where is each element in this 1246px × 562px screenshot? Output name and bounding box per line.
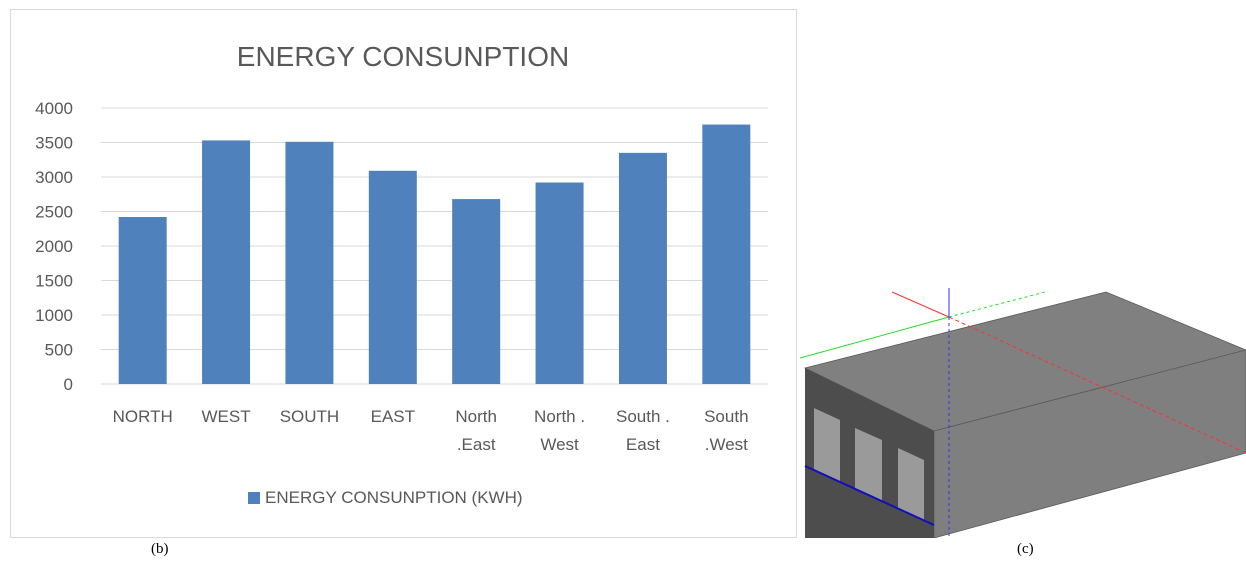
chart-title: ENERGY CONSUNPTION	[237, 41, 569, 72]
y-tick-label: 3000	[35, 168, 73, 187]
bar	[535, 182, 584, 384]
bars	[118, 124, 751, 384]
bar	[118, 217, 167, 384]
y-tick-label: 3500	[35, 134, 73, 153]
bar	[285, 141, 334, 384]
grid-lines	[101, 107, 768, 385]
x-tick-label: SOUTH	[280, 407, 340, 426]
chart-panel: ENERGY CONSUNPTION 0 500 1000 1500 2000 2500 3…	[10, 9, 797, 538]
window-2	[855, 428, 882, 501]
y-axis-green-dashed	[948, 291, 1046, 318]
y-tick-label: 2000	[35, 237, 73, 256]
bar	[702, 124, 751, 384]
y-tick-label: 1500	[35, 272, 73, 291]
x-tick-label: WEST	[202, 407, 251, 426]
y-axis-green-line	[800, 316, 950, 359]
x-tick-label: South .	[616, 407, 670, 426]
caption-b: (b)	[151, 541, 169, 557]
energy-bar-chart: ENERGY CONSUNPTION 0 500 1000 1500 2000 2500 3…	[35, 41, 768, 507]
bar	[452, 199, 501, 384]
legend-swatch	[248, 492, 260, 504]
legend: ENERGY CONSUNPTION (KWH)	[248, 488, 523, 507]
y-tick-label: 500	[45, 341, 73, 360]
building-3d-model	[800, 288, 1246, 538]
y-tick-label: 2500	[35, 203, 73, 222]
x-tick-label: North	[455, 407, 497, 426]
window-3	[898, 448, 924, 521]
legend-label: ENERGY CONSUNPTION (KWH)	[265, 488, 523, 507]
y-tick-label: 4000	[35, 99, 73, 118]
window-1	[814, 408, 840, 481]
x-axis-red-dashed	[948, 316, 1246, 454]
y-axis-tick-labels: 0 500 1000 1500 2000 2500 3000 3500 4000	[35, 99, 73, 394]
x-tick-label: North .	[534, 407, 585, 426]
y-tick-label: 0	[64, 375, 73, 394]
x-axis-tick-labels: NORTH WEST SOUTH EAST North .East North . West S…	[113, 407, 749, 454]
bar	[618, 152, 667, 384]
caption-c: (c)	[1017, 541, 1034, 557]
bar	[202, 140, 251, 384]
x-tick-label: South	[704, 407, 748, 426]
x-tick-label: East	[626, 435, 660, 454]
x-tick-label: .East	[457, 435, 496, 454]
ground-blue-line	[804, 465, 935, 526]
y-tick-label: 1000	[35, 306, 73, 325]
x-tick-label: EAST	[371, 407, 415, 426]
x-axis-red-line	[891, 291, 950, 318]
bar	[368, 170, 417, 384]
x-tick-label: NORTH	[113, 407, 173, 426]
x-tick-label: .West	[705, 435, 748, 454]
x-tick-label: West	[540, 435, 579, 454]
